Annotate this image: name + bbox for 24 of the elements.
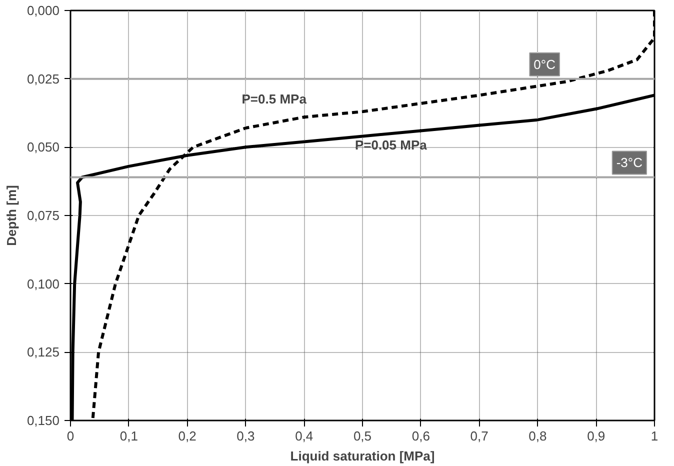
x-tick-label: 0,6 — [412, 428, 430, 444]
series-label: P=0.05 MPa — [354, 137, 428, 152]
x-tick-label: 0,7 — [470, 428, 488, 444]
y-tick-label: 0,075 — [26, 208, 60, 223]
x-tick-label: 0 — [66, 428, 74, 444]
y-tick-label: 0,000 — [26, 3, 60, 18]
y-tick-label: 0,150 — [26, 413, 60, 428]
x-tick-label: 0,2 — [178, 428, 196, 444]
y-axis-title: Depth [m] — [4, 185, 19, 246]
x-tick-label: 0,4 — [295, 428, 314, 444]
x-tick-label: 0,8 — [528, 428, 547, 444]
x-axis-title: Liquid saturation [MPa] — [290, 448, 435, 464]
x-tick-label: 0,5 — [353, 428, 372, 444]
x-tick-label: 0,9 — [587, 428, 606, 444]
y-tick-label: 0,050 — [26, 140, 60, 155]
y-tick-label: 0,025 — [26, 71, 60, 86]
y-tick-label: 0,125 — [26, 344, 60, 360]
ref-line-label: 0°C — [534, 56, 556, 72]
x-tick-label: 0,1 — [120, 428, 138, 444]
y-tick-label: 0,100 — [26, 276, 60, 292]
x-tick-label: 1 — [650, 428, 658, 444]
ref-line-label: -3°C — [616, 155, 643, 170]
x-tick-label: 0,3 — [236, 428, 255, 444]
series-label: P=0.5 MPa — [242, 92, 308, 107]
